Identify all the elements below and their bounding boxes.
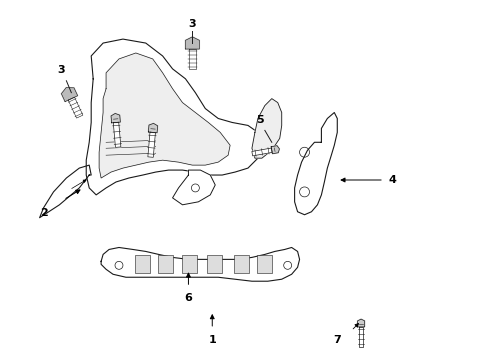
Polygon shape bbox=[271, 146, 279, 154]
Text: 1: 1 bbox=[208, 335, 216, 345]
Bar bbox=[182, 255, 197, 273]
Polygon shape bbox=[101, 247, 299, 281]
Text: 3: 3 bbox=[189, 19, 196, 29]
Bar bbox=[158, 255, 172, 273]
Polygon shape bbox=[252, 99, 282, 158]
Text: 7: 7 bbox=[333, 335, 341, 345]
Polygon shape bbox=[359, 327, 363, 347]
Text: 2: 2 bbox=[40, 208, 48, 218]
Text: 6: 6 bbox=[185, 293, 193, 303]
Bar bbox=[207, 255, 222, 273]
Polygon shape bbox=[61, 87, 77, 102]
Polygon shape bbox=[252, 148, 272, 156]
Text: 5: 5 bbox=[256, 116, 264, 125]
Bar bbox=[135, 255, 150, 273]
Polygon shape bbox=[185, 37, 199, 49]
Bar bbox=[234, 255, 249, 273]
Bar bbox=[257, 255, 272, 273]
Polygon shape bbox=[113, 122, 121, 147]
Text: 4: 4 bbox=[389, 175, 397, 185]
Text: 3: 3 bbox=[58, 65, 65, 75]
Polygon shape bbox=[99, 53, 230, 178]
Polygon shape bbox=[148, 123, 158, 133]
Polygon shape bbox=[172, 170, 215, 205]
Polygon shape bbox=[294, 113, 337, 215]
Polygon shape bbox=[40, 165, 91, 218]
Polygon shape bbox=[68, 97, 83, 118]
Polygon shape bbox=[86, 39, 262, 195]
Polygon shape bbox=[111, 113, 121, 123]
Polygon shape bbox=[358, 319, 365, 327]
Polygon shape bbox=[189, 49, 196, 69]
Polygon shape bbox=[148, 132, 155, 157]
